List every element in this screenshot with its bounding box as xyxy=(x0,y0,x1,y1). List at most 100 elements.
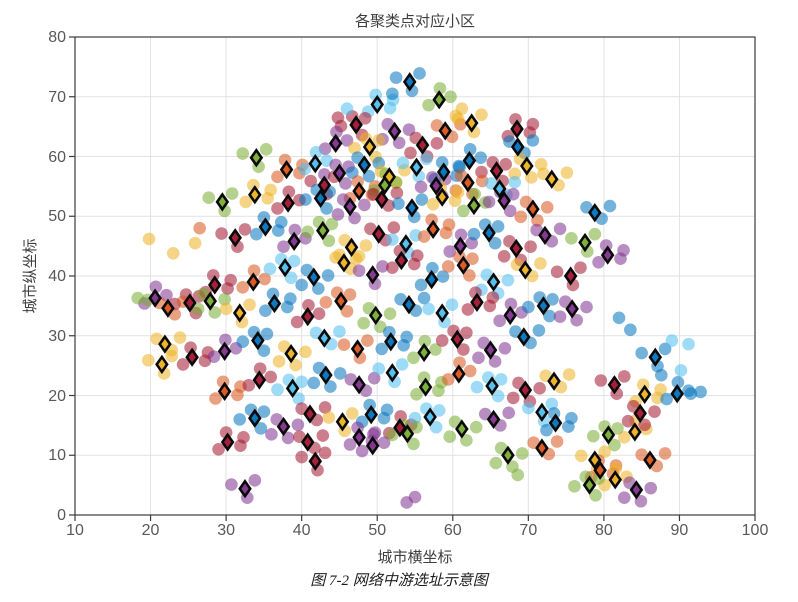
cluster-center-diamond xyxy=(563,266,578,286)
community-dot xyxy=(430,137,444,150)
cluster-center-diamond xyxy=(582,475,597,495)
community-dot xyxy=(271,202,284,215)
community-dot xyxy=(316,429,330,442)
community-dot xyxy=(444,90,457,104)
y-tick-label: 10 xyxy=(48,447,66,465)
cluster-center-diamond xyxy=(518,260,533,280)
cluster-center-diamond xyxy=(482,223,496,243)
community-dot xyxy=(454,228,468,242)
cluster-center-diamond xyxy=(217,381,232,401)
community-dot xyxy=(413,67,426,80)
community-dot xyxy=(219,302,233,316)
community-dot xyxy=(417,291,431,305)
cluster-center-diamond xyxy=(258,217,273,237)
community-dot xyxy=(237,431,250,444)
cluster-center-diamond xyxy=(450,329,465,349)
cluster-center-diamond xyxy=(335,412,350,432)
cluster-center-diamond xyxy=(316,220,330,241)
cluster-center-diamond xyxy=(344,237,359,257)
community-dot xyxy=(257,405,271,418)
community-dot xyxy=(233,413,247,426)
community-dot xyxy=(311,282,325,295)
cluster-center-diamond xyxy=(251,330,265,351)
cluster-center-diamond xyxy=(252,370,267,390)
cluster-center-diamond xyxy=(285,378,300,398)
cluster-center-diamond xyxy=(394,250,409,271)
cluster-center-diamond xyxy=(405,198,419,218)
cluster-center-diamond xyxy=(279,159,294,180)
community-dot xyxy=(236,147,250,160)
community-dot xyxy=(422,98,435,112)
community-dot xyxy=(436,270,450,283)
cluster-center-diamond xyxy=(417,342,431,363)
community-dot xyxy=(260,327,274,341)
cluster-center-diamond xyxy=(492,179,507,199)
cluster-center-diamond xyxy=(593,460,607,480)
community-dot xyxy=(324,380,337,393)
cluster-center-diamond xyxy=(497,191,511,211)
community-dot xyxy=(422,302,435,316)
cluster-center-diamond xyxy=(246,272,261,292)
cluster-center-diamond xyxy=(317,175,332,195)
community-dot xyxy=(377,436,391,450)
cluster-center-diamond xyxy=(217,341,232,361)
cluster-center-diamond xyxy=(248,185,262,205)
community-dot xyxy=(418,334,432,348)
community-dot xyxy=(435,334,449,347)
cluster-center-diamond xyxy=(535,402,549,422)
community-dot xyxy=(407,351,420,365)
community-dot xyxy=(367,371,381,385)
community-dot xyxy=(304,174,318,188)
community-dot xyxy=(307,376,321,390)
cluster-center-diamond xyxy=(228,228,242,248)
cluster-center-diamond xyxy=(409,157,424,177)
cluster-center-diamond xyxy=(501,445,515,465)
community-dot xyxy=(340,134,354,147)
community-dot xyxy=(442,218,456,231)
community-dot xyxy=(390,186,404,200)
cluster-center-diamond xyxy=(629,480,644,500)
community-dot xyxy=(272,355,286,368)
cluster-center-diamond xyxy=(452,364,466,384)
cluster-center-diamond xyxy=(486,272,501,292)
community-dot xyxy=(264,183,277,197)
community-dot xyxy=(352,249,366,263)
community-dot xyxy=(534,257,547,270)
cluster-center-diamond xyxy=(426,219,440,240)
cluster-center-diamond xyxy=(670,384,684,404)
community-dot xyxy=(319,295,333,309)
community-dot xyxy=(402,123,416,136)
cluster-center-diamond xyxy=(300,432,315,452)
community-dot xyxy=(489,456,503,470)
cluster-center-diamond xyxy=(306,267,321,287)
community-dot xyxy=(452,159,466,173)
y-tick-label: 20 xyxy=(48,387,66,405)
community-dot xyxy=(545,397,559,411)
community-dot xyxy=(501,273,515,287)
community-dot xyxy=(658,342,672,356)
community-dot xyxy=(508,175,522,189)
community-dot xyxy=(684,387,698,401)
community-dot xyxy=(514,210,528,224)
community-dot xyxy=(617,491,631,504)
community-dot xyxy=(281,431,295,445)
community-dot xyxy=(355,444,369,458)
community-dot xyxy=(644,481,658,495)
community-dot xyxy=(531,214,544,227)
community-dot xyxy=(453,356,466,369)
cluster-center-diamond xyxy=(337,253,351,273)
community-dot xyxy=(330,125,343,139)
community-dot xyxy=(295,450,308,464)
cluster-center-diamond xyxy=(607,375,622,395)
community-dot xyxy=(654,383,667,396)
community-dot xyxy=(373,320,387,334)
community-dot xyxy=(339,177,352,190)
cluster-center-diamond xyxy=(464,113,479,133)
community-dot xyxy=(414,278,428,292)
community-dot xyxy=(621,414,635,428)
cluster-center-diamond xyxy=(643,450,657,470)
community-dot xyxy=(570,313,583,327)
cluster-center-diamond xyxy=(467,195,481,216)
community-dot xyxy=(525,171,538,184)
community-dot xyxy=(432,404,446,417)
